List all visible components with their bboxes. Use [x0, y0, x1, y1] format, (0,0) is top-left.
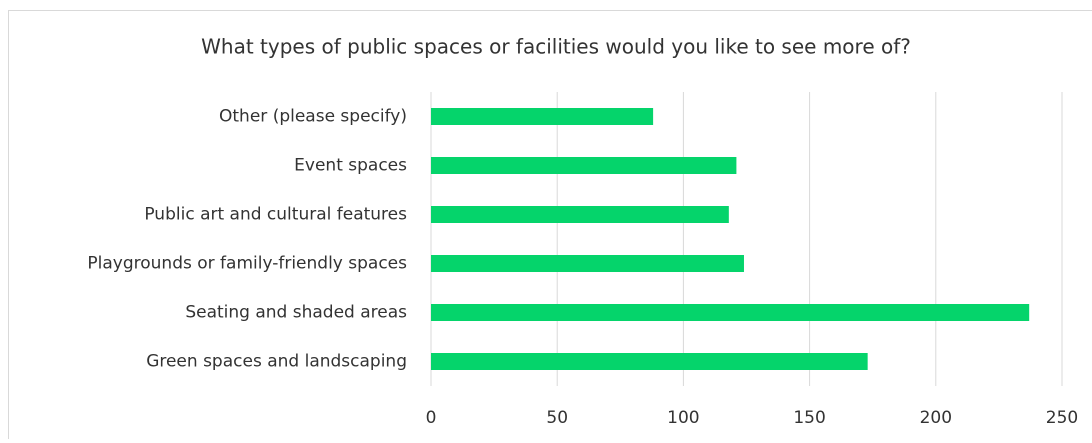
y-tick-label: Green spaces and landscaping — [146, 352, 407, 372]
bar — [431, 157, 736, 174]
bar — [431, 255, 744, 272]
bar — [431, 353, 868, 370]
y-tick-label: Playgrounds or family-friendly spaces — [87, 254, 407, 274]
y-tick-label: Seating and shaded areas — [185, 303, 407, 323]
y-tick-label: Other (please specify) — [219, 107, 407, 127]
x-tick-label: 150 — [793, 408, 825, 428]
x-tick-label: 250 — [1046, 408, 1078, 428]
chart-frame — [9, 11, 1092, 440]
x-tick-label: 0 — [426, 408, 437, 428]
bar — [431, 304, 1029, 321]
bar — [431, 206, 729, 223]
bar — [431, 108, 653, 125]
y-tick-label: Event spaces — [294, 156, 407, 176]
chart-title: What types of public spaces or facilitie… — [201, 35, 911, 59]
y-tick-label: Public art and cultural features — [144, 205, 407, 225]
x-tick-label: 100 — [667, 408, 699, 428]
x-tick-label: 200 — [920, 408, 952, 428]
x-tick-label: 50 — [546, 408, 568, 428]
